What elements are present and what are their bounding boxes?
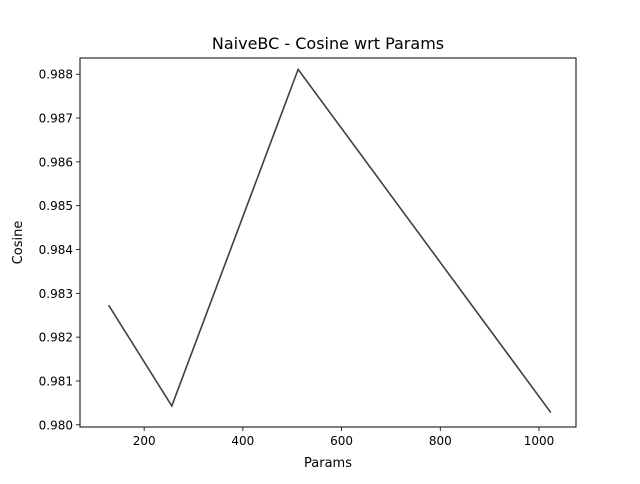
x-tick-label: 800 <box>429 434 452 448</box>
y-tick-label: 0.983 <box>39 287 73 301</box>
y-tick-label: 0.982 <box>39 331 73 345</box>
y-tick-label: 0.981 <box>39 374 73 388</box>
plot-area-frame <box>79 57 577 428</box>
chart-title: NaiveBC - Cosine wrt Params <box>212 34 444 53</box>
x-axis: 200 400 600 800 1000 <box>133 427 555 448</box>
y-tick-label: 0.985 <box>39 199 73 213</box>
y-tick-label: 0.987 <box>39 112 73 126</box>
x-tick-label: 600 <box>330 434 353 448</box>
y-tick-label: 0.986 <box>39 155 73 169</box>
y-axis: 0.980 0.981 0.982 0.983 0.984 0.985 0.986 0.987… <box>39 68 80 432</box>
x-tick-label: 400 <box>231 434 254 448</box>
y-tick-label: 0.988 <box>39 68 73 82</box>
x-tick-label: 200 <box>133 434 156 448</box>
x-axis-label: Params <box>304 456 352 471</box>
y-axis-label: Cosine <box>11 221 26 265</box>
series-line <box>107 67 552 414</box>
y-tick-label: 0.980 <box>39 418 73 432</box>
x-tick-label: 1000 <box>524 434 555 448</box>
y-tick-label: 0.984 <box>39 243 73 257</box>
